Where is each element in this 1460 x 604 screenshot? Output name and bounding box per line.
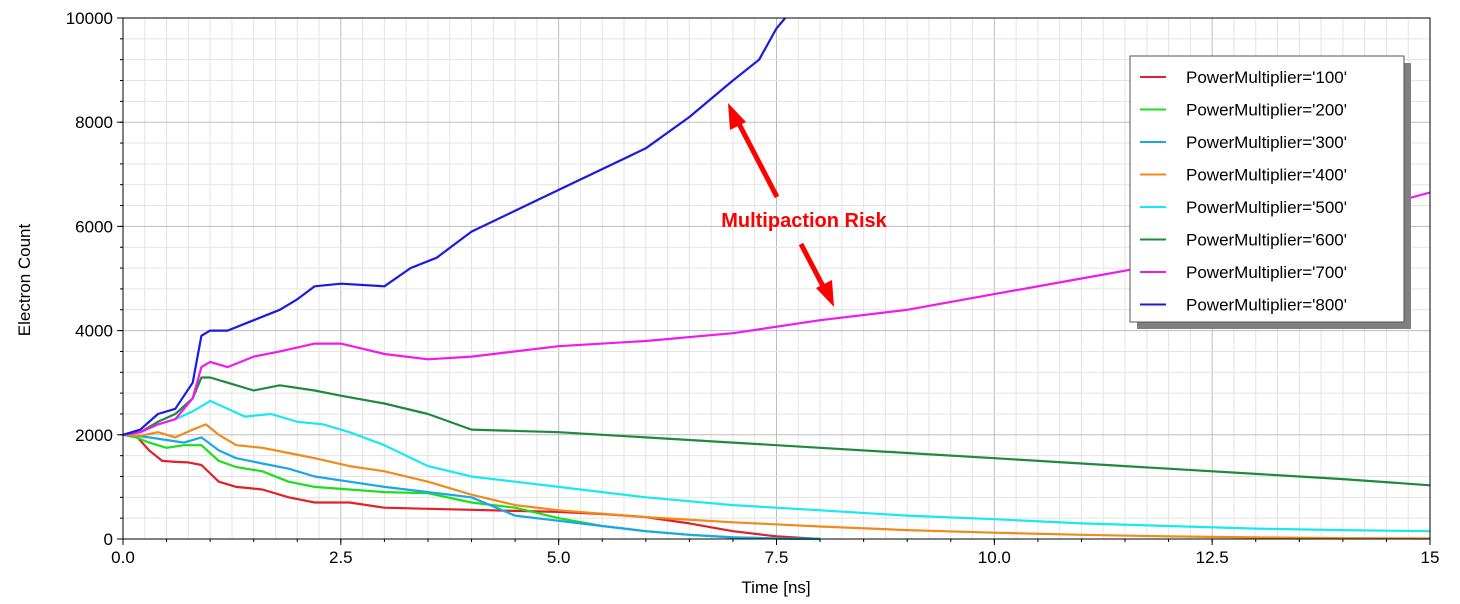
legend-label: PowerMultiplier='500' bbox=[1186, 198, 1347, 217]
y-tick-label: 0 bbox=[104, 530, 113, 549]
y-tick-label: 6000 bbox=[75, 217, 113, 236]
legend-label: PowerMultiplier='300' bbox=[1186, 133, 1347, 152]
legend-label: PowerMultiplier='700' bbox=[1186, 263, 1347, 282]
legend-label: PowerMultiplier='100' bbox=[1186, 68, 1347, 87]
legend-label: PowerMultiplier='800' bbox=[1186, 296, 1347, 315]
series-line-5 bbox=[122, 399, 1431, 533]
series-line-8 bbox=[122, 17, 787, 436]
series-lines bbox=[122, 17, 1431, 541]
legend-label: PowerMultiplier='200' bbox=[1186, 101, 1347, 120]
legend-label: PowerMultiplier='600' bbox=[1186, 231, 1347, 250]
x-tick-label: 10.0 bbox=[978, 548, 1011, 567]
x-axis-title: Time [ns] bbox=[741, 578, 810, 597]
series-line-7 bbox=[122, 191, 1431, 436]
x-tick-label: 2.5 bbox=[329, 548, 353, 567]
annotation: Multipaction Risk bbox=[721, 103, 888, 307]
annotation-arrow-up bbox=[733, 116, 780, 199]
x-tick-label: 0.0 bbox=[111, 548, 135, 567]
axis-ticks: 0.0 2.5 5.0 7.5 10.0 12.5 15 0 2000 4000 6000 8000 1… bbox=[66, 9, 1440, 567]
x-tick-label: 7.5 bbox=[765, 548, 789, 567]
legend: PowerMultiplier='100' PowerMultiplier='20… bbox=[1129, 55, 1411, 329]
y-tick-label: 2000 bbox=[75, 426, 113, 445]
legend-box bbox=[1129, 55, 1405, 323]
legend-label: PowerMultiplier='400' bbox=[1186, 166, 1347, 185]
annotation-arrow-down bbox=[798, 242, 829, 294]
x-tick-label: 15 bbox=[1421, 548, 1440, 567]
annotation-arrowhead-down bbox=[816, 280, 834, 307]
y-axis-title: Electron Count bbox=[15, 223, 34, 336]
series-line-4 bbox=[122, 423, 1431, 540]
y-tick-label: 8000 bbox=[75, 113, 113, 132]
annotation-text: Multipaction Risk bbox=[721, 210, 887, 232]
y-tick-label: 10000 bbox=[66, 9, 113, 28]
x-tick-label: 12.5 bbox=[1196, 548, 1229, 567]
x-tick-label: 5.0 bbox=[547, 548, 571, 567]
series-line-3 bbox=[122, 433, 821, 541]
y-tick-label: 4000 bbox=[75, 322, 113, 341]
annotation-arrowhead-up bbox=[728, 103, 746, 130]
